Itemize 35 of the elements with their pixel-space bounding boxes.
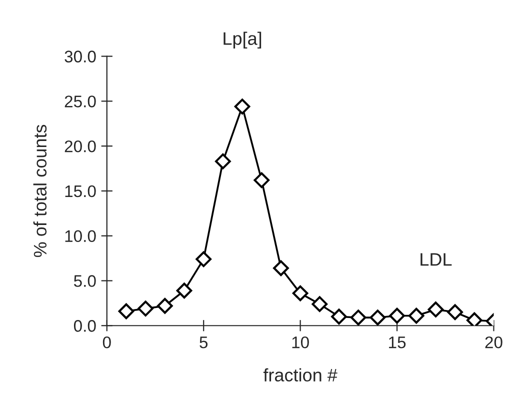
point — [292, 285, 308, 302]
point — [254, 172, 270, 188]
point — [118, 303, 134, 320]
x-tick-label: 20 — [485, 336, 502, 348]
point — [196, 251, 212, 268]
point — [312, 296, 328, 312]
y-tick-label: 30.0 — [64, 50, 96, 62]
x-tick-label: 10 — [292, 336, 309, 348]
point — [331, 308, 347, 325]
y-tick-label: 25.0 — [64, 96, 96, 108]
x-tick-label: 0 — [102, 336, 111, 348]
point — [408, 308, 424, 324]
point — [176, 282, 192, 299]
point — [389, 308, 405, 324]
x-tick-label: 15 — [389, 336, 406, 348]
point — [428, 302, 444, 318]
point — [234, 98, 250, 114]
point — [447, 304, 463, 320]
point — [215, 153, 231, 170]
point — [466, 312, 482, 326]
y-axis-title: % of total counts — [33, 124, 47, 258]
y-tick-label: 10.0 — [65, 230, 96, 242]
text: Lp[a] — [224, 32, 262, 49]
y-tick-label: 0.0 — [74, 320, 96, 332]
annotation: LDL — [420, 253, 452, 266]
point — [138, 300, 154, 316]
point — [370, 310, 386, 326]
point — [350, 310, 366, 326]
point — [156, 298, 173, 314]
x-tick-label: 5 — [200, 336, 208, 348]
point — [273, 260, 289, 276]
y-tick-label: 20.0 — [64, 140, 96, 152]
x-axis-title: fraction # — [263, 368, 338, 382]
y-tick-label: 15.0 — [65, 185, 96, 198]
y-tick-label: 5.0 — [74, 275, 96, 287]
